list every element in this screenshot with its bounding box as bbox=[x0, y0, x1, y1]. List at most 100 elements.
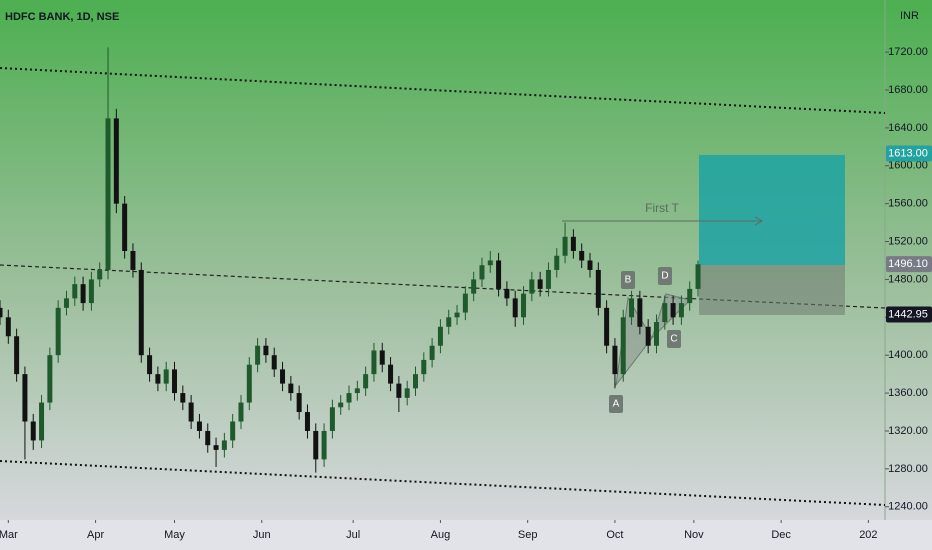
candle-body bbox=[88, 279, 94, 304]
candle-body bbox=[396, 383, 402, 398]
candle-body bbox=[629, 298, 635, 318]
x-tick-label: Dec bbox=[771, 529, 791, 541]
candle-body bbox=[329, 407, 335, 431]
candle-body bbox=[296, 393, 302, 413]
candle-body bbox=[47, 355, 53, 403]
candle-body bbox=[429, 345, 435, 360]
y-tick-label: 1280.00 bbox=[888, 463, 928, 475]
candle-body bbox=[304, 412, 310, 431]
axis-unit: INR bbox=[900, 10, 919, 22]
candle-body bbox=[172, 369, 178, 394]
x-tick-label: May bbox=[164, 529, 185, 541]
x-tick-label: 202 bbox=[859, 529, 877, 541]
time-axis-bg bbox=[0, 520, 932, 550]
annotation: First T bbox=[645, 201, 679, 215]
price-label: 1442.95 bbox=[888, 308, 928, 320]
label-box bbox=[609, 395, 623, 413]
candle-body bbox=[155, 374, 161, 384]
candle-body bbox=[645, 326, 651, 346]
x-tick-label: Sep bbox=[518, 529, 538, 541]
y-tick-label: 1240.00 bbox=[888, 501, 928, 513]
candle-body bbox=[0, 307, 3, 318]
candle-body bbox=[122, 203, 128, 252]
candle-body bbox=[620, 317, 626, 375]
candle-body bbox=[80, 284, 86, 304]
candle-body bbox=[180, 393, 186, 403]
candle-body bbox=[487, 260, 493, 266]
stop-zone bbox=[699, 265, 845, 315]
price-label-box bbox=[886, 256, 932, 273]
price-label-box bbox=[886, 306, 932, 323]
candle-body bbox=[521, 293, 527, 318]
candle-body bbox=[271, 355, 277, 370]
candle-body bbox=[5, 317, 11, 337]
price-label: 1496.10 bbox=[888, 258, 928, 270]
candle-body bbox=[554, 255, 560, 270]
candle-body bbox=[63, 298, 69, 308]
candle-body bbox=[313, 430, 319, 460]
candle-body bbox=[471, 279, 477, 294]
annotation: B bbox=[625, 275, 632, 286]
x-tick-label: Jul bbox=[346, 529, 360, 541]
x-tick-label: Jun bbox=[253, 529, 271, 541]
candle-body bbox=[371, 350, 377, 375]
candle-body bbox=[205, 430, 211, 446]
y-tick-label: 1600.00 bbox=[888, 160, 928, 172]
price-label-box bbox=[886, 145, 932, 162]
y-tick-label: 1400.00 bbox=[888, 349, 928, 361]
candle-body bbox=[113, 118, 119, 204]
candle-body bbox=[446, 317, 452, 327]
candle-body bbox=[72, 284, 78, 299]
annotation: A bbox=[613, 399, 620, 410]
candle-body bbox=[388, 364, 394, 384]
candle-body bbox=[188, 402, 194, 422]
candle-body bbox=[280, 369, 286, 384]
candle-body bbox=[238, 402, 244, 422]
candle-body bbox=[687, 288, 693, 304]
candle-body bbox=[196, 421, 202, 431]
candle-body bbox=[138, 269, 144, 356]
candle-body bbox=[39, 402, 45, 441]
candle-body bbox=[562, 236, 568, 256]
chart-title: HDFC BANK, 1D, NSE bbox=[5, 11, 119, 23]
annotation: C bbox=[670, 334, 677, 345]
candle-body bbox=[105, 118, 111, 270]
y-tick-label: 1320.00 bbox=[888, 425, 928, 437]
candle-body bbox=[604, 307, 610, 346]
y-tick-label: 1560.00 bbox=[888, 198, 928, 210]
candle-body bbox=[288, 383, 294, 394]
candle-body bbox=[653, 322, 659, 346]
x-tick-label: Oct bbox=[606, 529, 623, 541]
candle-body bbox=[579, 251, 585, 261]
candle-body bbox=[437, 326, 443, 346]
y-tick-label: 1360.00 bbox=[888, 387, 928, 399]
candle-body bbox=[612, 345, 618, 375]
x-tick-label: Aug bbox=[431, 529, 451, 541]
x-tick-label: Nov bbox=[684, 529, 704, 541]
candle-body bbox=[255, 345, 261, 365]
price-label: 1613.00 bbox=[888, 147, 928, 159]
candle-body bbox=[512, 298, 518, 318]
target-zone bbox=[699, 155, 845, 265]
candle-body bbox=[479, 265, 485, 280]
candle-body bbox=[221, 440, 227, 450]
candle-body bbox=[130, 251, 136, 270]
candle-body bbox=[529, 279, 535, 294]
candle-body bbox=[379, 350, 385, 365]
y-tick-label: 1640.00 bbox=[888, 122, 928, 134]
candle-body bbox=[454, 312, 460, 318]
candle-body bbox=[570, 236, 576, 252]
y-tick-label: 1680.00 bbox=[888, 84, 928, 96]
x-tick-label: Apr bbox=[87, 529, 104, 541]
candle-body bbox=[496, 260, 502, 289]
arrow-head bbox=[754, 216, 764, 226]
candle-body bbox=[22, 374, 28, 422]
candle-body bbox=[246, 364, 252, 403]
candle-body bbox=[695, 264, 701, 289]
y-tick-label: 1480.00 bbox=[888, 273, 928, 285]
candle-body bbox=[30, 421, 36, 441]
label-box bbox=[667, 330, 681, 348]
candle-body bbox=[678, 303, 684, 318]
label-box bbox=[621, 271, 635, 289]
